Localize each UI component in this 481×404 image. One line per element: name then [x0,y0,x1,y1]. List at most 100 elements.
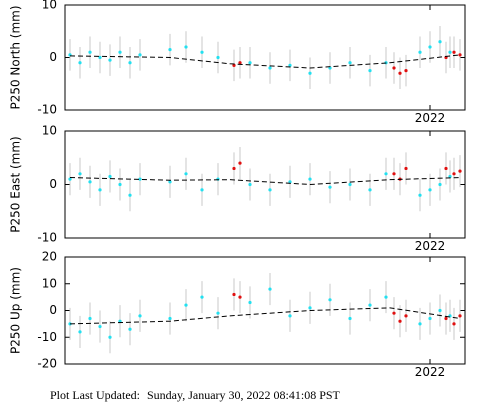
data-point [232,63,236,67]
data-point [288,63,292,67]
data-point [200,295,204,299]
data-point [268,188,272,192]
data-point [428,316,432,321]
data-point [128,327,132,331]
data-point [98,324,102,329]
plot-frame [64,256,466,365]
data-point [444,166,448,171]
data-point [98,188,102,192]
data-point [108,58,112,62]
data-point [118,50,122,54]
data-point [138,314,142,318]
x-tick-label: 2022 [415,111,446,125]
y-tick-label: -10 [37,330,57,344]
data-point [392,66,396,70]
data-point [216,311,220,315]
data-point [444,316,448,321]
data-point [328,185,332,189]
y-tick-label: 10 [42,124,57,138]
data-point [452,50,456,54]
x-tick-label: 2022 [415,365,446,379]
data-point [118,319,122,323]
data-point [168,48,172,52]
plot-frame [64,130,466,239]
data-point [248,182,252,187]
data-point [88,316,92,321]
data-point [458,314,462,318]
data-point [78,172,82,176]
y-tick-label: 0 [49,303,57,317]
data-point [438,182,442,187]
data-point [232,292,236,297]
data-point [184,172,188,176]
data-point [68,177,72,181]
y-tick-label: -10 [37,103,57,117]
data-point [108,335,112,339]
y-tick-label: -20 [37,357,57,371]
data-point [404,166,408,171]
data-point [428,45,432,49]
data-point [88,180,92,184]
data-point [128,61,132,65]
data-point [232,166,236,171]
data-point [418,193,422,197]
data-point [184,303,188,307]
data-point [398,71,402,75]
data-point [238,295,242,299]
data-point [438,308,442,313]
data-point [200,188,204,192]
y-tick-label: 10 [42,276,57,290]
data-point [458,53,462,57]
y-tick-label: 0 [49,177,57,191]
data-point [288,180,292,184]
data-point [168,316,172,321]
data-point [398,319,402,323]
data-point [248,300,252,305]
trend-line [69,307,461,325]
data-point [404,314,408,318]
data-point [200,50,204,54]
data-point [368,303,372,307]
data-point [458,169,462,173]
y-tick-label: 20 [42,250,57,264]
data-point [448,174,452,179]
data-point [238,61,242,65]
panel: P250 Up (mm) -20 -10 0 10 20 2022 [9,250,466,379]
data-point [384,172,388,176]
data-point [118,182,122,187]
data-point [308,71,312,75]
data-point [348,182,352,187]
data-point [368,69,372,73]
data-point [138,53,142,57]
data-point [448,50,452,54]
data-point [78,61,82,65]
data-point [348,316,352,321]
data-point [238,161,242,165]
data-point [168,180,172,184]
y-tick-label: 10 [42,0,57,12]
data-point [98,55,102,60]
data-point [452,172,456,176]
data-point [428,188,432,192]
data-point [384,295,388,299]
data-point [248,61,252,65]
data-point [78,330,82,334]
data-point [216,55,220,60]
data-point [452,322,456,326]
y-axis-label: P250 East (mm) [9,136,23,232]
data-point [404,69,408,73]
data-point [308,177,312,181]
trend-line [69,54,461,69]
data-point [308,306,312,310]
data-point [184,45,188,49]
data-point [108,174,112,179]
y-axis-label: P250 Up (mm) [9,267,23,354]
data-point [128,193,132,197]
data-point [288,314,292,318]
panel: P250 East (mm) -10 0 10 2022 [9,124,466,253]
data-point [328,298,332,302]
data-point [138,177,142,181]
data-point [418,322,422,326]
footer-timestamp: Sunday, January 30, 2022 08:41:08 PST [147,388,341,402]
